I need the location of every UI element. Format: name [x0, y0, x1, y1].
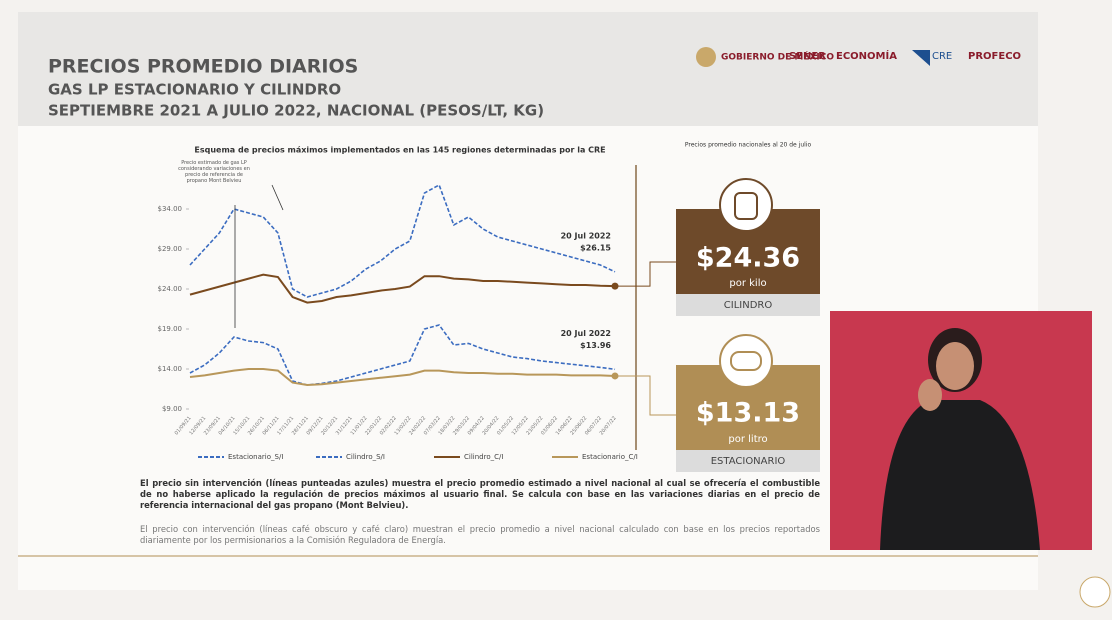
legend-label: Cilindro_S/I [346, 453, 385, 461]
title: PRECIOS PROMEDIO DIARIOS [48, 56, 358, 78]
value-label: $13.96 [580, 341, 611, 350]
cilindro-icon [719, 178, 773, 232]
annotation: Precio estimado de gas LP considerando v… [178, 160, 250, 184]
y-tick-label: $29.00 [158, 245, 183, 253]
series-line [189, 183, 616, 298]
logo: CRE [932, 51, 952, 62]
y-tick-label: $9.00 [162, 405, 182, 413]
y-tick-label: $19.00 [158, 325, 183, 333]
subtitle: GAS LP ESTACIONARIO Y CILINDRO [48, 81, 341, 99]
annotation: 20 Jul 2022 [561, 329, 611, 338]
note: El precio sin intervención (líneas punte… [140, 478, 820, 510]
interpreter-face [936, 342, 974, 390]
y-tick-label: $34.00 [158, 205, 183, 213]
estacionario-band [676, 450, 820, 472]
logo: PROFECO [968, 51, 1021, 62]
series-line [189, 368, 616, 387]
panel-title: Precios promedio nacionales al 20 de jul… [685, 142, 812, 149]
y-tick-label: $24.00 [158, 285, 183, 293]
price: $13.13 [696, 398, 800, 429]
estacionario-icon [719, 334, 773, 388]
period: SEPTIEMBRE 2021 A JULIO 2022, NACIONAL (… [48, 102, 544, 120]
logo: SENER [789, 51, 826, 62]
value-label: $26.15 [580, 243, 611, 252]
logo: GOBIERNO DE MÉXICO [721, 51, 834, 63]
annotation-arrow [271, 184, 284, 211]
cilindro-band [676, 294, 820, 316]
header-band [18, 12, 1038, 126]
unit: por kilo [729, 278, 766, 289]
note: El precio con intervención (líneas café … [140, 524, 820, 545]
interpreter-body [880, 400, 1040, 550]
interpreter-hand [918, 379, 942, 411]
tank-icon [730, 351, 762, 371]
price: $24.36 [696, 243, 800, 274]
label: ESTACIONARIO [711, 456, 786, 467]
connector [615, 261, 676, 287]
logo-icon [696, 47, 716, 67]
legend-label: Estacionario_S/I [228, 453, 283, 461]
watermark [1079, 576, 1111, 608]
y-tick-label: $14.00 [158, 365, 183, 373]
legend-label: Estacionario_C/I [582, 453, 638, 461]
label: CILINDRO [724, 300, 773, 311]
series-line [189, 324, 616, 386]
series-line [189, 273, 616, 304]
logo-icon [912, 50, 930, 66]
logo: ECONOMÍA [836, 49, 897, 62]
annotation: 20 Jul 2022 [561, 231, 611, 240]
tank-icon [734, 192, 758, 220]
legend-label: Cilindro_C/I [464, 453, 503, 461]
annotation-box: Precio estimado de gas LP considerando v… [178, 160, 250, 184]
connector [615, 375, 676, 416]
unit: por litro [728, 434, 767, 445]
chart-title: Esquema de precios máximos implementados… [194, 146, 605, 155]
